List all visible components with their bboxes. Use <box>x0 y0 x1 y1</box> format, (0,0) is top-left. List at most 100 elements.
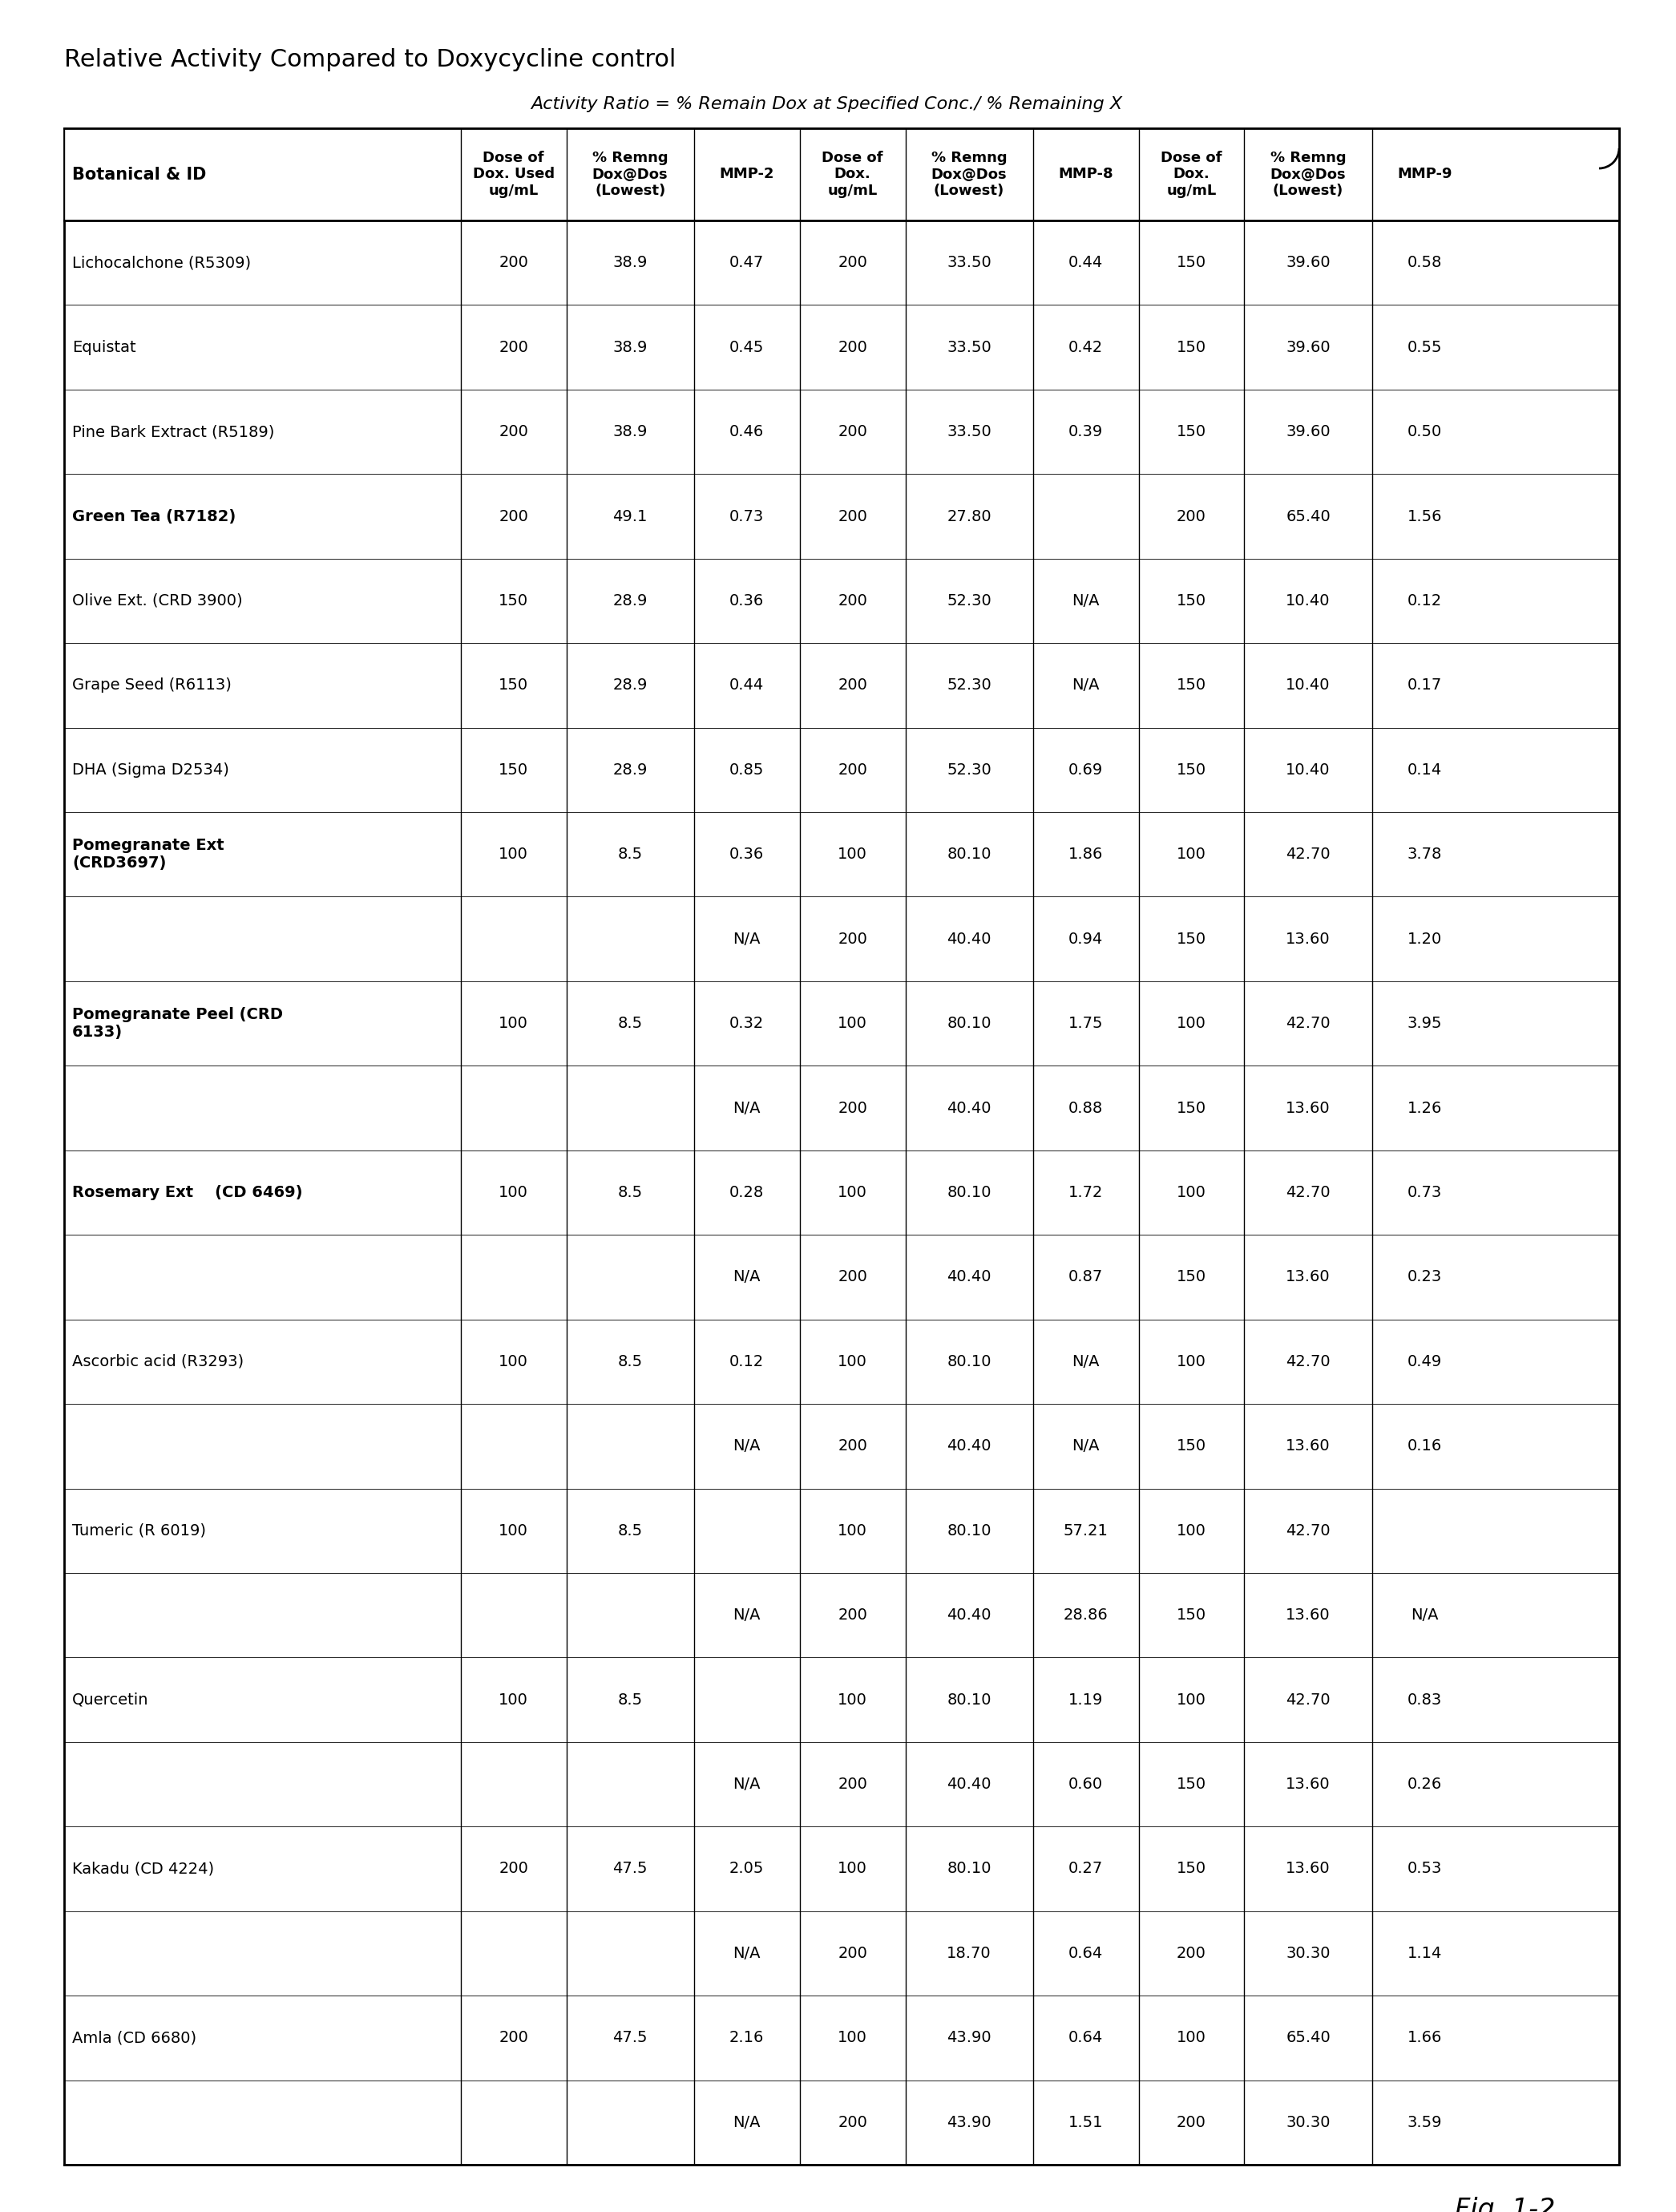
Text: 150: 150 <box>499 593 528 608</box>
Text: 39.60: 39.60 <box>1285 425 1331 440</box>
Text: 0.23: 0.23 <box>1408 1270 1441 1285</box>
Text: 30.30: 30.30 <box>1285 2115 1331 2130</box>
Text: 200: 200 <box>838 931 866 947</box>
Text: 1.20: 1.20 <box>1408 931 1441 947</box>
Text: 1.56: 1.56 <box>1408 509 1441 524</box>
Text: Lichocalchone (R5309): Lichocalchone (R5309) <box>72 254 251 270</box>
Text: 100: 100 <box>838 847 866 863</box>
Text: 100: 100 <box>838 1354 866 1369</box>
Text: 38.9: 38.9 <box>613 425 647 440</box>
Text: 3.78: 3.78 <box>1408 847 1441 863</box>
Text: Activity Ratio = % Remain Dox at Specified Conc./ % Remaining X: Activity Ratio = % Remain Dox at Specifi… <box>531 95 1123 113</box>
Text: 150: 150 <box>1177 425 1207 440</box>
Text: 80.10: 80.10 <box>947 1860 992 1876</box>
Text: Rosemary Ext    (CD 6469): Rosemary Ext (CD 6469) <box>72 1186 303 1201</box>
Text: 40.40: 40.40 <box>947 931 992 947</box>
Text: N/A: N/A <box>732 1270 761 1285</box>
Text: 0.39: 0.39 <box>1068 425 1103 440</box>
Text: 47.5: 47.5 <box>613 2031 647 2046</box>
Text: 150: 150 <box>1177 931 1207 947</box>
Text: 38.9: 38.9 <box>613 341 647 354</box>
Text: 52.30: 52.30 <box>947 763 992 779</box>
Text: 13.60: 13.60 <box>1285 931 1331 947</box>
Text: 100: 100 <box>499 1354 528 1369</box>
Text: 0.83: 0.83 <box>1408 1692 1441 1708</box>
Text: 28.9: 28.9 <box>613 677 647 692</box>
Text: 0.36: 0.36 <box>729 593 764 608</box>
Text: 200: 200 <box>838 341 866 354</box>
Text: 13.60: 13.60 <box>1285 1608 1331 1624</box>
Text: 0.17: 0.17 <box>1408 677 1441 692</box>
Text: 30.30: 30.30 <box>1285 1947 1331 1962</box>
Text: N/A: N/A <box>732 2115 761 2130</box>
Text: N/A: N/A <box>732 931 761 947</box>
Text: 0.42: 0.42 <box>1068 341 1103 354</box>
Text: % Remng
Dox@Dos
(Lowest): % Remng Dox@Dos (Lowest) <box>932 150 1007 199</box>
Text: 42.70: 42.70 <box>1285 1692 1331 1708</box>
Text: 200: 200 <box>499 425 528 440</box>
Text: 39.60: 39.60 <box>1285 254 1331 270</box>
Text: 100: 100 <box>838 1860 866 1876</box>
Text: 8.5: 8.5 <box>618 847 642 863</box>
Text: DHA (Sigma D2534): DHA (Sigma D2534) <box>72 763 230 779</box>
Text: MMP-9: MMP-9 <box>1398 168 1451 181</box>
Text: 80.10: 80.10 <box>947 1692 992 1708</box>
Text: 150: 150 <box>1177 763 1207 779</box>
Text: 200: 200 <box>499 2031 528 2046</box>
Text: 100: 100 <box>1177 1692 1207 1708</box>
Text: Dose of
Dox.
ug/mL: Dose of Dox. ug/mL <box>821 150 883 199</box>
Text: 100: 100 <box>838 2031 866 2046</box>
Text: 40.40: 40.40 <box>947 1438 992 1453</box>
Text: 100: 100 <box>1177 1354 1207 1369</box>
Text: 52.30: 52.30 <box>947 677 992 692</box>
Text: 200: 200 <box>838 2115 866 2130</box>
Text: MMP-8: MMP-8 <box>1058 168 1113 181</box>
Text: 8.5: 8.5 <box>618 1524 642 1537</box>
Text: 200: 200 <box>838 593 866 608</box>
Text: % Remng
Dox@Dos
(Lowest): % Remng Dox@Dos (Lowest) <box>592 150 669 199</box>
Text: Ascorbic acid (R3293): Ascorbic acid (R3293) <box>72 1354 243 1369</box>
Text: 200: 200 <box>838 1099 866 1115</box>
Text: Botanical & ID: Botanical & ID <box>72 166 206 181</box>
Text: 150: 150 <box>1177 1608 1207 1624</box>
Text: 150: 150 <box>499 677 528 692</box>
Text: 2.05: 2.05 <box>729 1860 764 1876</box>
Text: 42.70: 42.70 <box>1285 1354 1331 1369</box>
Text: 150: 150 <box>1177 1438 1207 1453</box>
Text: 8.5: 8.5 <box>618 1692 642 1708</box>
Text: Pomegranate Ext
(CRD3697): Pomegranate Ext (CRD3697) <box>72 838 225 872</box>
Text: 0.58: 0.58 <box>1408 254 1441 270</box>
Text: Equistat: Equistat <box>72 341 136 354</box>
Text: 100: 100 <box>1177 1186 1207 1201</box>
Text: 1.26: 1.26 <box>1408 1099 1441 1115</box>
Text: 200: 200 <box>838 1608 866 1624</box>
Text: Grape Seed (R6113): Grape Seed (R6113) <box>72 677 231 692</box>
Text: Dose of
Dox.
ug/mL: Dose of Dox. ug/mL <box>1161 150 1222 199</box>
Text: 200: 200 <box>499 254 528 270</box>
Text: 100: 100 <box>499 847 528 863</box>
Text: 200: 200 <box>1177 2115 1207 2130</box>
Text: 52.30: 52.30 <box>947 593 992 608</box>
Text: 0.16: 0.16 <box>1408 1438 1441 1453</box>
Text: 0.46: 0.46 <box>729 425 764 440</box>
Text: 0.94: 0.94 <box>1068 931 1103 947</box>
Text: 0.73: 0.73 <box>1408 1186 1441 1201</box>
Text: Relative Activity Compared to Doxycycline control: Relative Activity Compared to Doxycyclin… <box>64 49 675 71</box>
Text: 0.87: 0.87 <box>1068 1270 1103 1285</box>
Text: 0.45: 0.45 <box>729 341 764 354</box>
Text: 28.86: 28.86 <box>1063 1608 1108 1624</box>
Text: 200: 200 <box>499 341 528 354</box>
Text: 13.60: 13.60 <box>1285 1270 1331 1285</box>
Text: 47.5: 47.5 <box>613 1860 647 1876</box>
Text: 40.40: 40.40 <box>947 1099 992 1115</box>
Text: 100: 100 <box>838 1015 866 1031</box>
Text: 33.50: 33.50 <box>947 341 992 354</box>
Text: 80.10: 80.10 <box>947 1354 992 1369</box>
Text: 100: 100 <box>838 1692 866 1708</box>
Text: Fig. 1-2: Fig. 1-2 <box>1455 2197 1555 2212</box>
Text: 13.60: 13.60 <box>1285 1438 1331 1453</box>
Text: 200: 200 <box>838 509 866 524</box>
Text: 100: 100 <box>499 1692 528 1708</box>
Text: 42.70: 42.70 <box>1285 1015 1331 1031</box>
Text: Dose of
Dox. Used
ug/mL: Dose of Dox. Used ug/mL <box>473 150 555 199</box>
